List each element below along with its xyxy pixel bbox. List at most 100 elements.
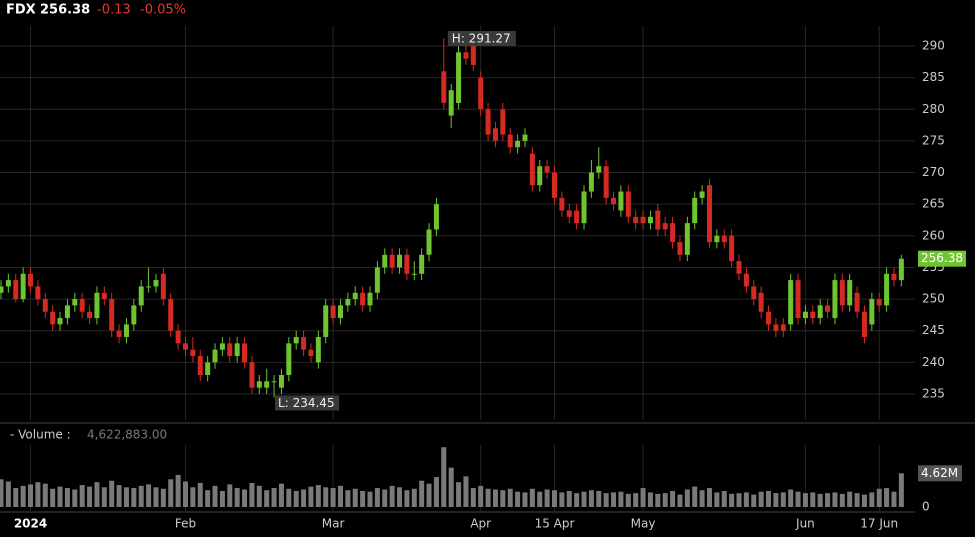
volume-bar <box>227 484 233 507</box>
volume-bar <box>463 476 469 507</box>
volume-bar <box>205 490 211 507</box>
candle-body <box>271 381 277 383</box>
candle-body <box>286 343 292 376</box>
volume-bar <box>633 493 639 507</box>
candle-body <box>854 292 860 312</box>
volume-bar <box>323 487 329 507</box>
candle-body <box>219 343 225 350</box>
candle-body <box>382 254 388 268</box>
candle-body <box>190 349 196 357</box>
volume-tag-bg <box>918 465 962 482</box>
volume-bar <box>507 488 513 507</box>
volume-bar <box>817 493 823 507</box>
volume-bar <box>271 488 277 507</box>
candle-body <box>721 235 727 243</box>
volume-bar <box>382 489 388 507</box>
volume-bar <box>419 480 425 507</box>
volume-bar <box>522 492 528 507</box>
y-tick-label: 285 <box>922 70 945 84</box>
candle-body <box>758 292 764 312</box>
candle-body <box>249 362 255 388</box>
volume-tick-label: 0 <box>922 500 930 514</box>
high-label-bg <box>447 30 516 46</box>
volume-bar <box>714 492 720 507</box>
volume-bar <box>832 492 838 507</box>
candle-body <box>175 330 181 344</box>
volume-bar <box>625 493 631 507</box>
candle-body <box>891 273 897 281</box>
change-pct: -0.05% <box>140 3 186 18</box>
volume-bar <box>153 487 159 507</box>
volume-bar <box>42 483 48 507</box>
candle-body <box>522 134 528 141</box>
volume-bar <box>802 493 808 507</box>
candle-body <box>389 254 395 268</box>
volume-bar <box>884 488 890 507</box>
volume-bar <box>293 490 299 507</box>
candle-body <box>898 258 904 281</box>
volume-bar <box>574 493 580 507</box>
candle-body <box>367 292 373 306</box>
volume-bar <box>315 485 321 507</box>
candle-body <box>795 280 801 319</box>
volume-bar <box>28 484 34 507</box>
volume-bar <box>492 489 498 507</box>
volume-bar <box>795 491 801 507</box>
volume-bar <box>662 493 668 507</box>
candle-body <box>611 197 617 205</box>
candle-body <box>79 299 85 312</box>
volume-bar <box>264 490 270 507</box>
volume-bar <box>743 492 749 507</box>
volume-bar <box>0 479 4 507</box>
candle-body <box>301 337 307 350</box>
candle-body <box>28 273 34 287</box>
y-tick-label: 270 <box>922 165 945 179</box>
candle-body <box>94 292 100 319</box>
candle-body <box>566 210 572 217</box>
volume-bar <box>360 490 366 507</box>
volume-bar <box>131 488 137 507</box>
candle-body <box>360 292 366 306</box>
volume-bar <box>20 485 26 507</box>
y-tick-label: 245 <box>922 323 945 337</box>
candle-body <box>618 191 624 211</box>
candle-body <box>160 273 166 300</box>
candle-body <box>640 216 646 224</box>
volume-bar <box>448 467 454 507</box>
volume-bar <box>684 489 690 507</box>
candle-body <box>0 286 4 293</box>
candle-body <box>655 210 661 230</box>
candle-body <box>662 223 668 230</box>
x-tick-label: Apr <box>470 517 491 531</box>
volume-bar <box>35 482 41 507</box>
volume-bar <box>611 492 617 507</box>
volume-bar <box>190 487 196 507</box>
volume-bar <box>278 483 284 507</box>
candle-body <box>537 166 543 186</box>
candle-body <box>293 337 299 344</box>
volume-bar <box>603 493 609 507</box>
volume-bar <box>588 490 594 507</box>
volume-bar <box>861 494 867 507</box>
volume-bar <box>397 487 403 507</box>
volume-bar <box>242 489 248 507</box>
x-tick-label: 2024 <box>14 517 47 531</box>
candle-body <box>72 299 78 306</box>
candle-body <box>20 273 26 300</box>
candle-body <box>264 381 270 388</box>
candle-body <box>441 71 447 103</box>
volume-bar <box>5 481 11 507</box>
candle-body <box>581 191 587 224</box>
volume-bar <box>197 482 203 507</box>
volume-bar <box>876 488 882 507</box>
volume-bar <box>175 474 181 507</box>
candle-body <box>146 286 152 288</box>
volume-bar <box>869 492 875 507</box>
volume-bar <box>692 486 698 507</box>
candle-body <box>736 261 742 274</box>
high-label: H: 291.27 <box>452 31 511 45</box>
candle-body <box>35 286 41 300</box>
candle-body <box>13 280 19 300</box>
volume-bar <box>847 491 853 507</box>
volume-bar <box>389 485 395 507</box>
